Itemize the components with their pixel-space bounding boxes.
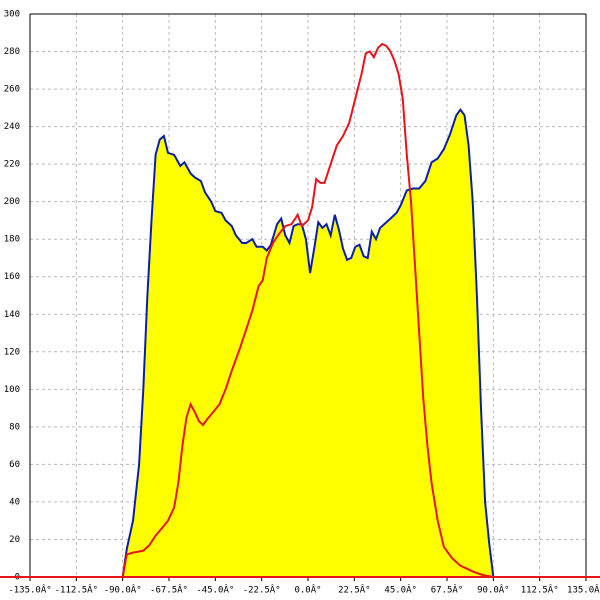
x-tick-label: 0.0Â°: [294, 584, 321, 596]
y-tick-label: 300: [4, 10, 20, 20]
y-tick-label: 220: [4, 160, 20, 170]
series-line: [121, 42, 494, 578]
x-tick-label: 135.0Â°: [567, 584, 600, 596]
y-tick-label: 100: [4, 385, 20, 395]
x-tick-label: 67.5Â°: [431, 584, 464, 596]
y-tick-label: 120: [4, 347, 20, 357]
x-tick-label: 112.5Â°: [521, 584, 559, 596]
x-tick-label: 90.0Â°: [477, 584, 510, 596]
y-tick-label: 260: [4, 85, 20, 95]
x-tick-label: -112.5Â°: [55, 584, 98, 596]
y-tick-label: 280: [4, 47, 20, 57]
y-tick-label: 200: [4, 197, 20, 207]
x-tick-label: -45.0Â°: [196, 584, 234, 596]
y-tick-label: 20: [9, 535, 20, 545]
x-tick-label: 45.0Â°: [384, 584, 417, 596]
x-tick-label: -135.0Â°: [8, 584, 51, 596]
y-tick-label: 40: [9, 497, 20, 507]
x-tick-label: 22.5Â°: [338, 584, 371, 596]
y-tick-label: 140: [4, 310, 20, 320]
x-tick-label: -90.0Â°: [104, 584, 142, 596]
series-line: [121, 108, 495, 578]
x-tick-label: -67.5Â°: [150, 584, 188, 596]
y-tick-label: 240: [4, 122, 20, 132]
y-tick-label: 160: [4, 272, 20, 282]
area-fill: [122, 109, 494, 577]
y-tick-label: 180: [4, 235, 20, 245]
x-tick-label: -22.5Â°: [243, 584, 281, 596]
y-tick-label: 60: [9, 460, 20, 470]
y-tick-label: 80: [9, 422, 20, 432]
